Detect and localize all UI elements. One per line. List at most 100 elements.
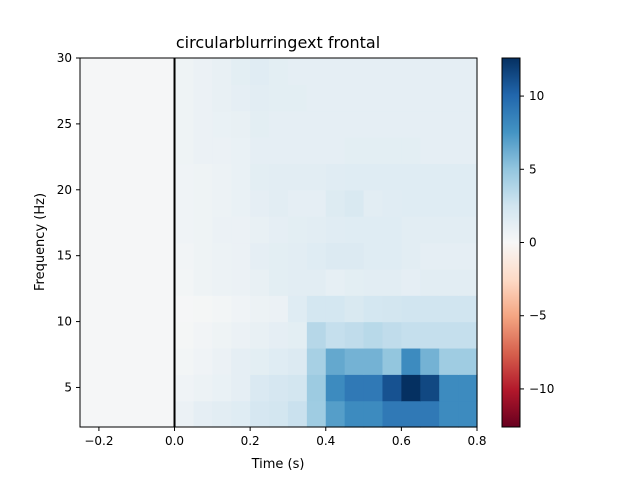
heatmap-cell	[401, 58, 421, 85]
heatmap-cell	[231, 137, 251, 165]
heatmap-cell	[325, 189, 346, 217]
heatmap-cell	[193, 374, 213, 402]
heatmap-cell	[401, 110, 421, 138]
heatmap-cell	[212, 268, 232, 296]
heatmap-cell	[401, 137, 421, 165]
y-axis: 5 10 15 20 25 30	[57, 51, 80, 394]
heatmap-cell	[250, 268, 270, 296]
heatmap-cell	[250, 58, 270, 85]
heatmap-cell	[231, 321, 251, 349]
heatmap-cell	[231, 58, 251, 85]
heatmap-cell	[250, 400, 270, 428]
heatmap-cell	[231, 110, 251, 138]
heatmap-cell	[458, 347, 478, 375]
heatmap-cell	[344, 58, 365, 85]
heatmap-cell	[212, 189, 232, 217]
heatmap-cell	[193, 295, 213, 323]
heatmap-cell	[212, 347, 232, 375]
heatmap-cell	[193, 110, 213, 138]
heatmap-cell	[420, 268, 440, 296]
heatmap-cell	[269, 137, 289, 165]
heatmap-cell	[174, 374, 195, 402]
heatmap-cell	[458, 58, 478, 85]
x-axis: −0.2 0.0 0.2 0.4 0.6 0.8	[84, 427, 487, 448]
heatmap-cell	[80, 189, 176, 217]
heatmap-cell	[439, 110, 459, 138]
heatmap-cell	[250, 374, 270, 402]
heatmap-cell	[231, 242, 251, 270]
heatmap-cell	[80, 163, 176, 191]
heatmap-cell	[382, 400, 402, 428]
colorbar-tick-label: −10	[529, 382, 554, 396]
colorbar-tick-label: 0	[529, 236, 537, 250]
heatmap-cell	[325, 268, 346, 296]
y-axis-label: Frequency (Hz)	[33, 193, 48, 291]
heatmap-cell	[287, 400, 308, 428]
heatmap-cell	[212, 400, 232, 428]
heatmap-cell	[363, 321, 384, 349]
heatmap-cell	[269, 400, 289, 428]
heatmap-cell	[382, 295, 402, 323]
heatmap-cell	[287, 84, 308, 112]
heatmap-cell	[363, 400, 384, 428]
heatmap-cell	[458, 242, 478, 270]
heatmap-cell	[287, 347, 308, 375]
heatmap-cell	[382, 347, 402, 375]
heatmap-cell	[250, 110, 270, 138]
x-tick-label: 0.4	[316, 434, 335, 448]
heatmap-cell	[269, 84, 289, 112]
heatmap-cell	[231, 163, 251, 191]
heatmap-cell	[344, 374, 365, 402]
heatmap-cell	[344, 163, 365, 191]
heatmap-cell	[80, 110, 176, 138]
heatmap-cell	[250, 137, 270, 165]
plot-area-frame	[79, 57, 478, 428]
heatmap-cell	[420, 347, 440, 375]
heatmap-cell	[439, 374, 459, 402]
heatmap-cell	[401, 268, 421, 296]
x-tick-label: 0.8	[467, 434, 486, 448]
heatmap-cell	[325, 374, 346, 402]
heatmap-cell	[231, 347, 251, 375]
heatmap-cell	[306, 216, 327, 244]
colorbar-tick-label: 10	[529, 89, 544, 103]
heatmap-cell	[306, 400, 327, 428]
colorbar	[501, 57, 521, 428]
heatmap-cell	[174, 400, 195, 428]
heatmap-cell	[439, 242, 459, 270]
heatmap-cell	[287, 189, 308, 217]
heatmap-cell	[344, 137, 365, 165]
heatmap-cell	[250, 347, 270, 375]
heatmap-cell	[458, 163, 478, 191]
heatmap-cell	[420, 110, 440, 138]
heatmap-cell	[174, 321, 195, 349]
heatmap-cell	[382, 110, 402, 138]
heatmap-cell	[80, 216, 176, 244]
heatmap-cell	[174, 84, 195, 112]
heatmap-cell	[344, 216, 365, 244]
heatmap-cell	[212, 137, 232, 165]
heatmap-cell	[174, 58, 195, 85]
heatmap-cell	[325, 216, 346, 244]
heatmap-cell	[458, 84, 478, 112]
heatmap-cell	[363, 137, 384, 165]
heatmap-cell	[80, 84, 176, 112]
heatmap-cell	[420, 295, 440, 323]
heatmap-cell	[174, 137, 195, 165]
heatmap-cell	[420, 242, 440, 270]
heatmap-cell	[363, 110, 384, 138]
heatmap-cell	[193, 137, 213, 165]
heatmap-cells	[80, 58, 478, 428]
heatmap-cell	[80, 137, 176, 165]
heatmap-cell	[458, 216, 478, 244]
heatmap-cell	[344, 347, 365, 375]
y-tick-label: 30	[57, 51, 72, 65]
heatmap-cell	[420, 58, 440, 85]
y-tick-label: 20	[57, 183, 72, 197]
heatmap-cell	[212, 110, 232, 138]
heatmap-cell	[250, 242, 270, 270]
heatmap-cell	[439, 84, 459, 112]
heatmap-cell	[231, 400, 251, 428]
heatmap-cell	[401, 347, 421, 375]
heatmap-cell	[231, 84, 251, 112]
